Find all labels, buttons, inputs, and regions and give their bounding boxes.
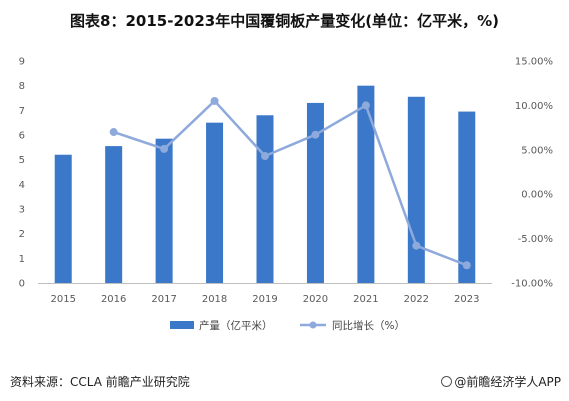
growth-point-2016 bbox=[109, 128, 118, 137]
y-left-tick-label: 3 bbox=[19, 205, 25, 216]
y-left-tick-label: 5 bbox=[19, 155, 25, 166]
bar-2021 bbox=[357, 85, 375, 284]
brand-label: @前瞻经济学人APP bbox=[441, 373, 561, 390]
bar-2019 bbox=[256, 115, 274, 284]
growth-line bbox=[113, 99, 468, 267]
legend-swatch-marker bbox=[309, 321, 317, 329]
bar-2023 bbox=[458, 111, 476, 283]
y-left-tick-label: 1 bbox=[19, 254, 25, 265]
bar-2018 bbox=[206, 122, 224, 284]
y-right-tick-label: 10.00% bbox=[515, 101, 553, 112]
growth-point-2022 bbox=[412, 241, 421, 250]
plot-area: 0 1 2 3 4 5 6 7 8 9 -10.00% -5.00% 0.00% 5.00% 10.00% 1… bbox=[19, 57, 553, 306]
bar-2022 bbox=[407, 96, 425, 284]
y-left-tick-label: 8 bbox=[19, 81, 25, 92]
x-tick-label: 2018 bbox=[202, 294, 227, 305]
y-left-tick-label: 6 bbox=[19, 131, 25, 142]
x-tick-label: 2022 bbox=[404, 294, 429, 305]
chart-title: 图表8：2015-2023年中国覆铜板产量变化(单位：亿平米，%) bbox=[70, 12, 499, 30]
y-left-tick-label: 7 bbox=[19, 106, 25, 117]
legend-swatch-bar bbox=[170, 321, 194, 329]
y-right-tick-label: 15.00% bbox=[515, 57, 553, 68]
y-left-tick-label: 9 bbox=[19, 57, 25, 68]
y-left-tick-label: 4 bbox=[19, 180, 25, 191]
x-tick-label: 2015 bbox=[50, 294, 75, 305]
x-tick-label: 2017 bbox=[151, 294, 176, 305]
growth-point-2020 bbox=[311, 130, 320, 139]
growth-point-2023 bbox=[462, 261, 471, 270]
bar-2016 bbox=[105, 146, 123, 283]
y-right-tick-label: -10.00% bbox=[511, 279, 553, 290]
growth-point-2021 bbox=[361, 101, 370, 110]
x-tick-label: 2021 bbox=[353, 294, 378, 305]
bar-2015 bbox=[54, 154, 72, 283]
growth-point-2019 bbox=[261, 152, 269, 161]
y-left-tick-label: 0 bbox=[19, 279, 25, 290]
y-left-tick-label: 2 bbox=[19, 229, 25, 240]
bar-2017 bbox=[155, 138, 173, 283]
brand-text: @前瞻经济学人APP bbox=[454, 375, 561, 389]
growth-point-2018 bbox=[210, 96, 219, 105]
x-tick-label: 2016 bbox=[101, 294, 126, 305]
y-right-tick-label: -5.00% bbox=[518, 234, 553, 245]
brand-logo-icon bbox=[441, 376, 453, 387]
y-right-tick-label: 5.00% bbox=[521, 145, 553, 156]
bar-2020 bbox=[306, 102, 324, 283]
legend: 产量（亿平米） 同比增长（%） bbox=[170, 319, 405, 332]
legend-label-line: 同比增长（%） bbox=[332, 319, 405, 332]
legend-label-bar: 产量（亿平米） bbox=[199, 319, 273, 332]
x-tick-label: 2019 bbox=[252, 294, 277, 305]
y-right-tick-label: 0.00% bbox=[521, 190, 553, 201]
x-tick-label: 2020 bbox=[303, 294, 328, 305]
source-note: 资料来源：CCLA 前瞻产业研究院 bbox=[10, 375, 190, 389]
x-tick-label: 2023 bbox=[454, 294, 479, 305]
growth-point-2017 bbox=[160, 144, 169, 153]
